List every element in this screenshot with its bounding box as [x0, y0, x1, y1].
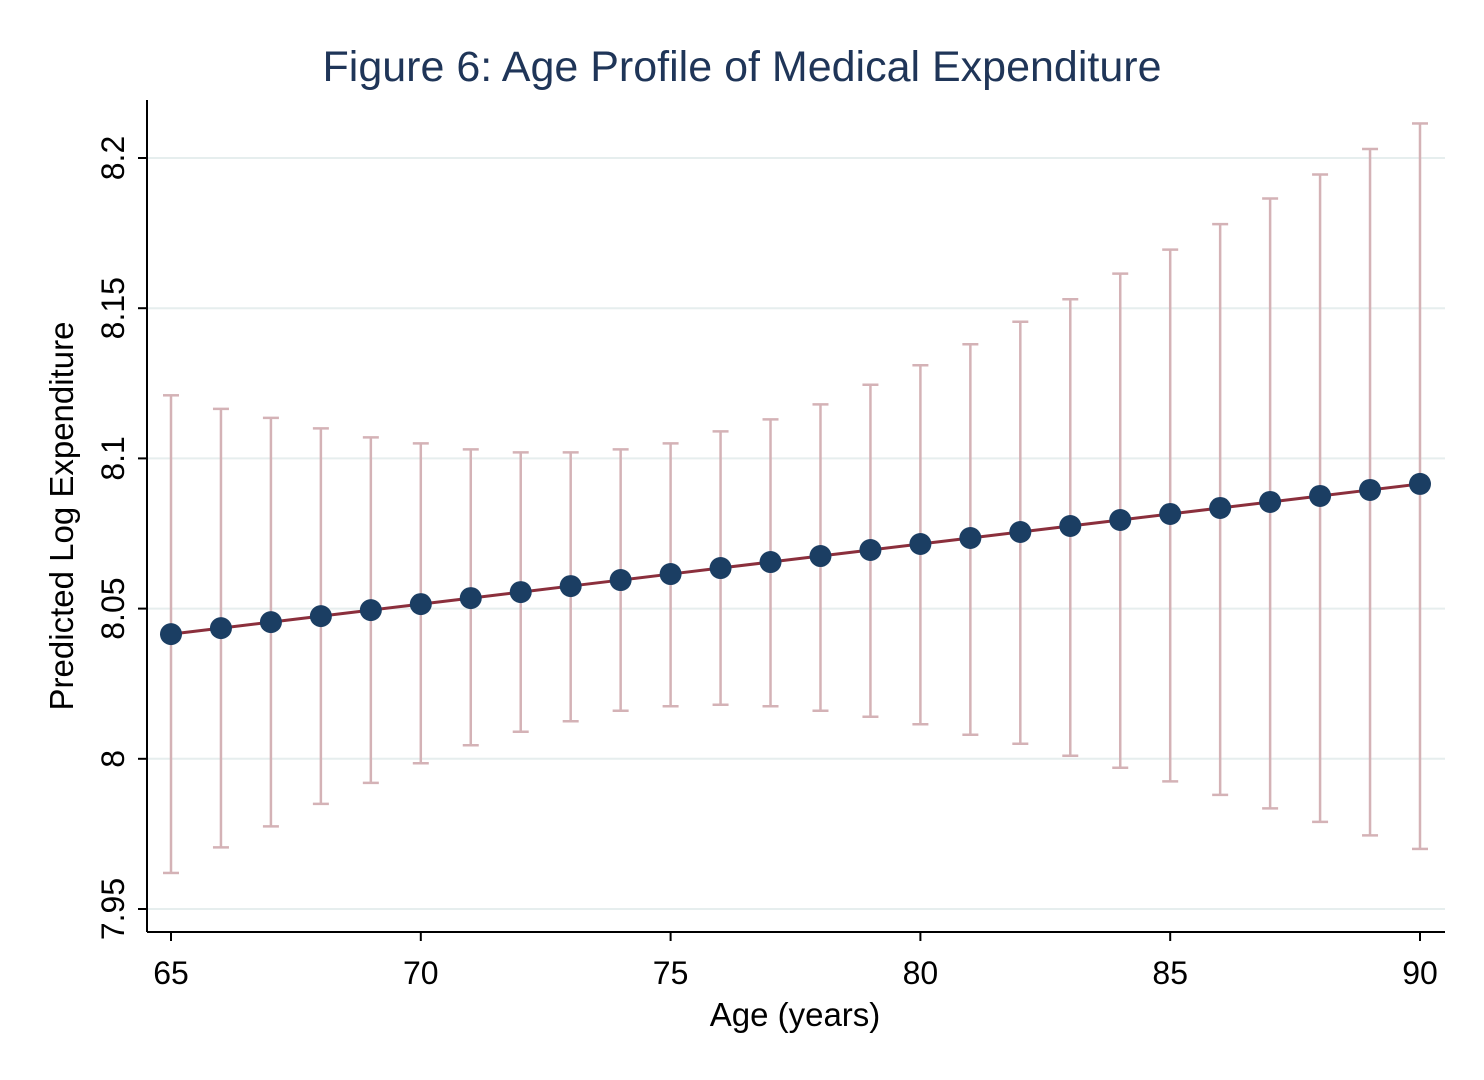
- data-point: [1209, 496, 1232, 519]
- data-point: [1359, 478, 1382, 501]
- data-point: [1109, 508, 1132, 531]
- x-tick-label: 75: [653, 955, 689, 991]
- data-point: [859, 539, 882, 562]
- y-tick-label: 8: [95, 750, 131, 768]
- data-point: [509, 581, 532, 604]
- data-point: [309, 605, 332, 628]
- data-point: [1059, 514, 1082, 537]
- y-tick-label: 7.95: [95, 878, 131, 940]
- gridlines: [147, 157, 1445, 910]
- y-tick-label: 8.1: [95, 436, 131, 480]
- data-point: [609, 569, 632, 592]
- data-point: [709, 557, 732, 580]
- y-tick-label: 8.15: [95, 277, 131, 339]
- y-tick-label: 8.05: [95, 577, 131, 639]
- y-axis-ticks: 7.95 8 8.05 8.1 8.15 8.2: [95, 136, 147, 940]
- data-point: [1009, 520, 1032, 543]
- x-tick-label: 70: [403, 955, 439, 991]
- y-axis-title: Predicted Log Expenditure: [43, 322, 80, 711]
- x-axis-title: Age (years): [710, 996, 881, 1033]
- confidence-intervals: [163, 122, 1428, 875]
- data-points: [160, 472, 1431, 646]
- x-tick-label: 85: [1152, 955, 1188, 991]
- data-point: [209, 617, 232, 640]
- x-tick-label: 65: [153, 955, 189, 991]
- data-point: [160, 623, 182, 646]
- chart-title: Figure 6: Age Profile of Medical Expendi…: [323, 43, 1162, 91]
- data-point: [1259, 490, 1282, 513]
- fit-line: [170, 482, 1421, 636]
- data-point: [459, 587, 482, 610]
- data-point: [409, 593, 432, 616]
- data-point: [759, 551, 782, 574]
- data-point: [1409, 472, 1431, 495]
- data-point: [359, 599, 382, 622]
- y-tick-label: 8.2: [95, 136, 131, 180]
- data-point: [659, 563, 682, 586]
- x-axis-ticks: 65 70 75 80 85 90: [153, 932, 1438, 991]
- data-point: [959, 527, 982, 550]
- fit-line-layer: [170, 482, 1421, 636]
- data-point: [559, 575, 582, 598]
- data-point: [259, 611, 282, 634]
- data-point: [909, 533, 932, 556]
- data-point: [1309, 484, 1332, 507]
- data-point: [809, 545, 832, 568]
- x-tick-label: 80: [903, 955, 939, 991]
- data-point: [1159, 502, 1182, 525]
- x-tick-label: 90: [1402, 955, 1438, 991]
